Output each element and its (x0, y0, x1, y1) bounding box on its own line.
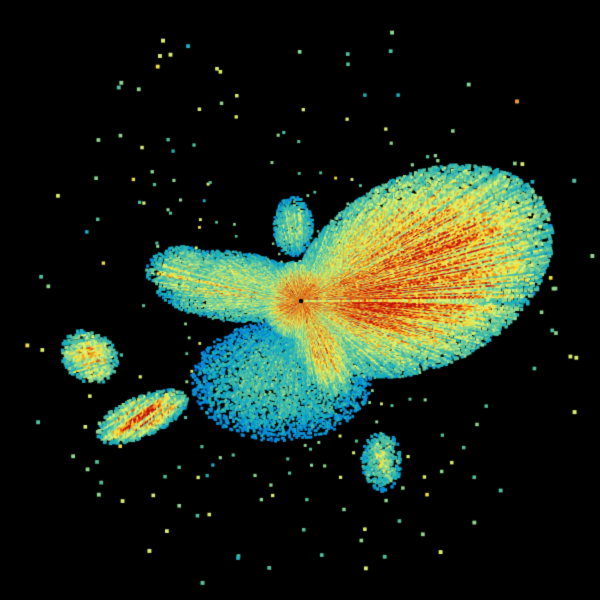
radar-image (0, 0, 600, 600)
